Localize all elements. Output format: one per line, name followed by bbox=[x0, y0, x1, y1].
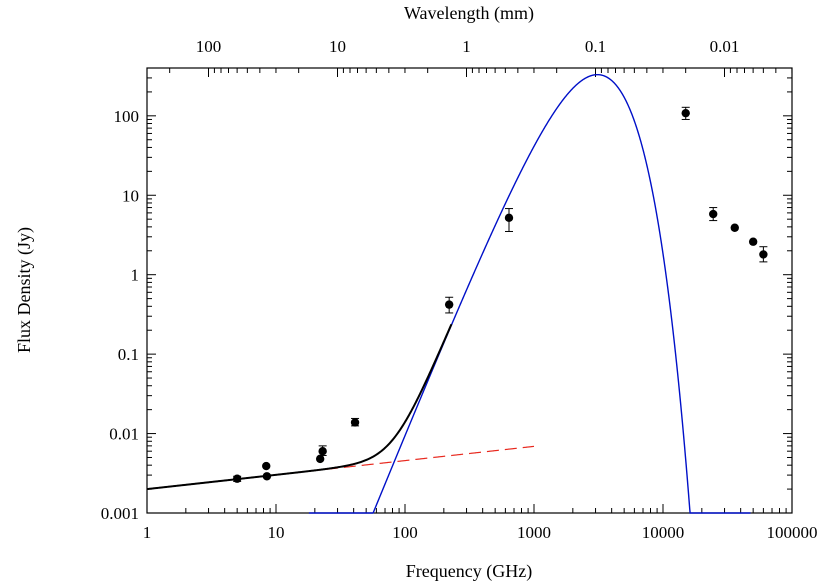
tick-labels: 1 10 100 1000 10000 100000 0.001 0.01 0.1 1 10 100 1… bbox=[101, 37, 818, 542]
data-point bbox=[262, 461, 271, 471]
x2-tick-label: 10 bbox=[329, 37, 346, 56]
y-tick-label: 100 bbox=[114, 107, 140, 126]
x-tick-label: 100000 bbox=[767, 523, 818, 542]
y-tick-label: 0.001 bbox=[101, 504, 139, 523]
data-points bbox=[232, 106, 768, 483]
x-tick-label: 10000 bbox=[642, 523, 685, 542]
data-point bbox=[262, 472, 272, 481]
y-tick-label: 1 bbox=[131, 266, 140, 285]
x2-axis-label: Wavelength (mm) bbox=[404, 3, 534, 24]
x2-tick-label: 100 bbox=[196, 37, 222, 56]
dust-blue-curve bbox=[308, 73, 751, 514]
data-point bbox=[748, 237, 758, 246]
data-point bbox=[681, 108, 690, 118]
data-point bbox=[232, 474, 242, 483]
data-point bbox=[444, 300, 454, 309]
x-tick-label: 1 bbox=[143, 523, 152, 542]
data-point bbox=[350, 418, 360, 427]
y-tick-label: 10 bbox=[122, 186, 139, 205]
y-tick-label: 0.01 bbox=[109, 425, 139, 444]
data-point bbox=[315, 454, 325, 464]
x-axis-label: Frequency (GHz) bbox=[406, 561, 532, 581]
data-point bbox=[730, 223, 739, 232]
data-point bbox=[318, 446, 327, 456]
data-point bbox=[709, 209, 718, 219]
y-axis-label: Flux Density (Jy) bbox=[14, 227, 35, 353]
x2-tick-label: 0.1 bbox=[585, 37, 606, 56]
x-tick-label: 10 bbox=[268, 523, 285, 542]
x-tick-label: 100 bbox=[392, 523, 418, 542]
model-curves bbox=[146, 73, 751, 514]
x2-tick-label: 0.01 bbox=[710, 37, 740, 56]
plot-frame bbox=[146, 67, 793, 514]
data-point bbox=[504, 213, 514, 223]
x2-tick-label: 1 bbox=[462, 37, 471, 56]
total-black-curve bbox=[146, 323, 453, 491]
axis-ticks bbox=[146, 67, 793, 514]
x-tick-label: 1000 bbox=[517, 523, 551, 542]
data-point bbox=[759, 250, 768, 259]
y-tick-label: 0.1 bbox=[118, 345, 139, 364]
